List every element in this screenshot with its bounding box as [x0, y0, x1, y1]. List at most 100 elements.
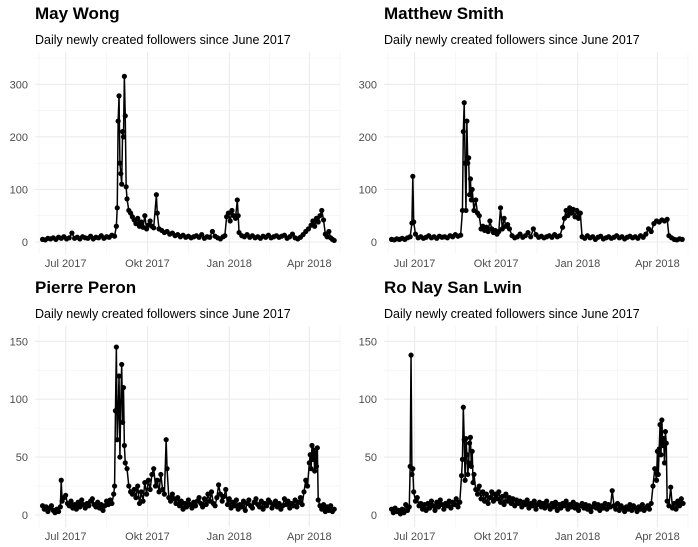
data-point — [234, 197, 240, 203]
data-point — [115, 118, 121, 124]
data-point — [460, 129, 466, 135]
data-point — [289, 231, 296, 237]
data-point — [497, 205, 504, 211]
y-tick-label: 100 — [10, 394, 28, 406]
data-point — [235, 213, 241, 219]
data-point — [661, 435, 667, 442]
data-point — [471, 471, 477, 478]
y-tick-label: 300 — [359, 79, 377, 91]
data-point — [408, 352, 414, 358]
data-point — [679, 236, 685, 242]
data-point — [315, 219, 321, 225]
data-point — [496, 228, 502, 235]
data-point — [483, 224, 489, 230]
data-point — [117, 454, 123, 460]
chart-subtitle: Daily newly created followers since June… — [384, 307, 640, 321]
data-point — [151, 225, 157, 231]
data-point — [115, 410, 121, 416]
data-point — [229, 207, 235, 214]
data-point — [494, 496, 500, 502]
data-point — [176, 503, 183, 509]
data-point — [319, 207, 325, 214]
data-point — [496, 489, 502, 495]
data-point — [124, 196, 130, 202]
data-point — [58, 477, 64, 483]
data-point — [142, 213, 148, 219]
data-point — [459, 456, 466, 463]
chart-subtitle: Daily newly created followers since June… — [35, 33, 291, 47]
data-point — [409, 471, 415, 478]
data-point — [185, 497, 191, 503]
data-point — [121, 73, 127, 79]
x-tick-label: Apr 2018 — [635, 531, 680, 543]
data-point — [124, 466, 130, 472]
y-tick-label: 50 — [365, 452, 377, 464]
x-tick-label: Jan 2018 — [207, 531, 252, 543]
data-point — [646, 506, 653, 512]
data-point — [501, 501, 507, 508]
data-point — [118, 398, 124, 405]
data-point — [312, 468, 318, 474]
data-point — [203, 501, 209, 508]
x-tick-label: Okt 2017 — [125, 258, 170, 270]
data-point — [412, 231, 419, 237]
data-point — [111, 491, 117, 497]
data-point — [467, 176, 474, 182]
data-point — [574, 207, 580, 214]
data-point — [659, 417, 665, 423]
data-point — [113, 223, 119, 229]
chart-title: Ro Nay San Lwin — [384, 278, 522, 297]
data-point — [133, 495, 139, 501]
y-tick-label: 0 — [371, 237, 377, 249]
data-point — [503, 491, 509, 497]
y-tick-label: 100 — [359, 184, 377, 196]
data-point — [470, 479, 476, 486]
data-point — [169, 491, 175, 497]
y-tick-label: 100 — [10, 184, 28, 196]
data-point — [469, 186, 475, 193]
data-point — [411, 489, 417, 495]
data-point — [648, 500, 654, 507]
data-point — [331, 237, 337, 244]
data-point — [466, 155, 472, 161]
data-point — [153, 192, 159, 198]
data-point — [525, 229, 531, 236]
data-point — [410, 466, 416, 472]
data-point — [149, 471, 155, 478]
data-point — [643, 231, 649, 237]
data-point — [111, 483, 118, 489]
data-point — [551, 504, 557, 510]
y-tick-label: 150 — [359, 336, 377, 348]
data-point — [138, 219, 144, 225]
data-point — [506, 226, 513, 232]
data-point — [499, 226, 505, 232]
data-point — [164, 466, 170, 472]
x-tick-label: Jul 2017 — [45, 258, 87, 270]
data-point — [473, 197, 479, 203]
x-tick-label: Okt 2017 — [474, 258, 519, 270]
data-point — [328, 503, 334, 509]
data-point — [120, 134, 127, 140]
y-tick-label: 0 — [22, 510, 28, 522]
chart-panel-ro-nay-san-lwin: Ro Nay San Lwin Daily newly created foll… — [384, 278, 694, 547]
data-point — [312, 223, 318, 229]
data-point — [224, 501, 231, 508]
data-point — [109, 500, 115, 507]
data-point — [221, 493, 227, 500]
data-point — [219, 498, 225, 504]
data-point — [135, 483, 141, 489]
data-point — [264, 503, 270, 509]
y-tick-label: 200 — [359, 132, 377, 144]
chart-subtitle: Daily newly created followers since June… — [384, 33, 640, 47]
data-point — [485, 500, 491, 507]
data-point — [315, 497, 321, 503]
data-point — [226, 496, 232, 502]
data-point — [120, 384, 127, 391]
y-tick-label: 0 — [22, 237, 28, 249]
data-point — [209, 228, 215, 235]
data-point — [326, 228, 332, 235]
data-point — [86, 503, 92, 509]
data-point — [648, 228, 654, 235]
data-point — [662, 429, 668, 435]
